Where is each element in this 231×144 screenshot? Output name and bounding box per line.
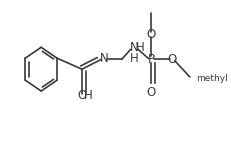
Text: H: H	[84, 89, 93, 102]
Text: O: O	[77, 89, 87, 102]
Text: methyl: methyl	[196, 74, 228, 83]
Text: P: P	[148, 53, 155, 66]
Text: O: O	[146, 86, 156, 99]
Text: N: N	[130, 41, 139, 54]
Text: H: H	[136, 41, 145, 54]
Text: N: N	[100, 52, 108, 65]
Text: H: H	[130, 52, 139, 65]
Text: O: O	[146, 28, 156, 41]
Text: O: O	[167, 53, 177, 66]
